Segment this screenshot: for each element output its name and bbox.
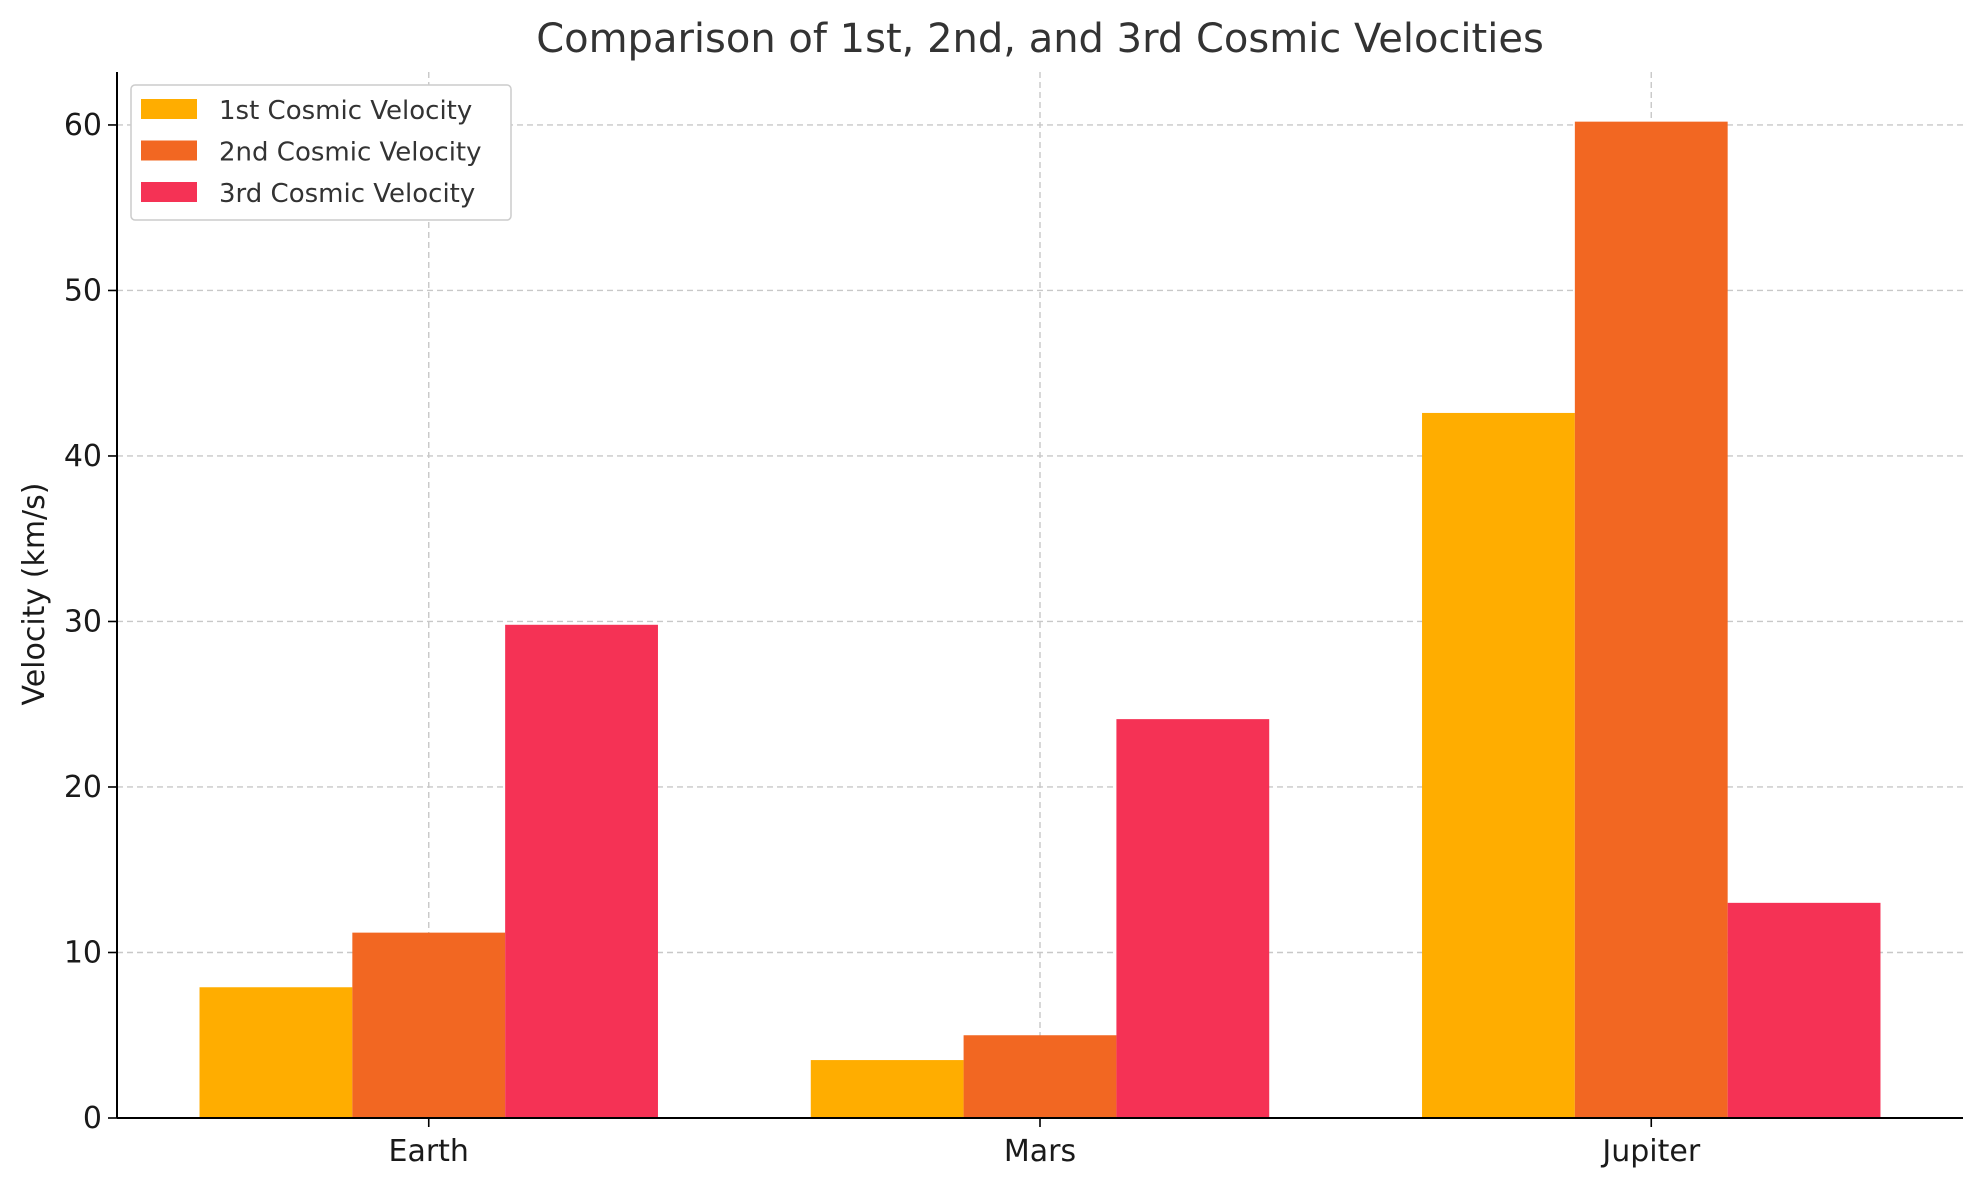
y-tick-label: 20 — [64, 770, 102, 805]
x-axis-ticks: Earth Mars Jupiter — [389, 1118, 1701, 1169]
bar-mars-series-3 — [1116, 719, 1270, 1118]
legend-swatch — [141, 99, 197, 119]
y-tick-label: 0 — [83, 1101, 102, 1136]
legend-label: 2nd Cosmic Velocity — [219, 138, 482, 168]
y-tick-label: 40 — [64, 439, 102, 474]
x-tick-label: Earth — [389, 1134, 469, 1169]
y-axis-label: Velocity (km/s) — [17, 483, 52, 706]
bar-jupiter-series-2 — [1574, 121, 1728, 1118]
bar-earth-series-3 — [505, 624, 658, 1118]
legend-label: 1st Cosmic Velocity — [219, 96, 472, 126]
bar-mars-series-2 — [963, 1035, 1117, 1118]
bar-jupiter-series-3 — [1727, 902, 1881, 1118]
legend-frame — [130, 84, 512, 221]
bars — [199, 121, 1881, 1119]
y-tick-label: 30 — [64, 604, 102, 639]
legend-swatch — [141, 182, 197, 202]
x-tick-label: Jupiter — [1600, 1134, 1700, 1169]
bar-jupiter-series-1 — [1422, 412, 1575, 1119]
legend: 1st Cosmic Velocity 2nd Cosmic Velocity 3r… — [130, 84, 512, 221]
y-tick-label: 10 — [64, 935, 102, 970]
x-tick-label: Mars — [1004, 1134, 1076, 1169]
chart-title: Comparison of 1st, 2nd, and 3rd Cosmic V… — [536, 16, 1544, 62]
y-tick-label: 50 — [64, 273, 102, 308]
legend-swatch — [141, 140, 197, 161]
bar-earth-series-1 — [199, 987, 353, 1118]
y-axis-ticks: 0 10 20 30 40 50 60 — [64, 108, 117, 1136]
y-tick-label: 60 — [64, 108, 102, 143]
bar-earth-series-2 — [352, 932, 506, 1118]
legend-label: 3rd Cosmic Velocity — [219, 179, 475, 209]
bar-mars-series-1 — [810, 1060, 964, 1118]
